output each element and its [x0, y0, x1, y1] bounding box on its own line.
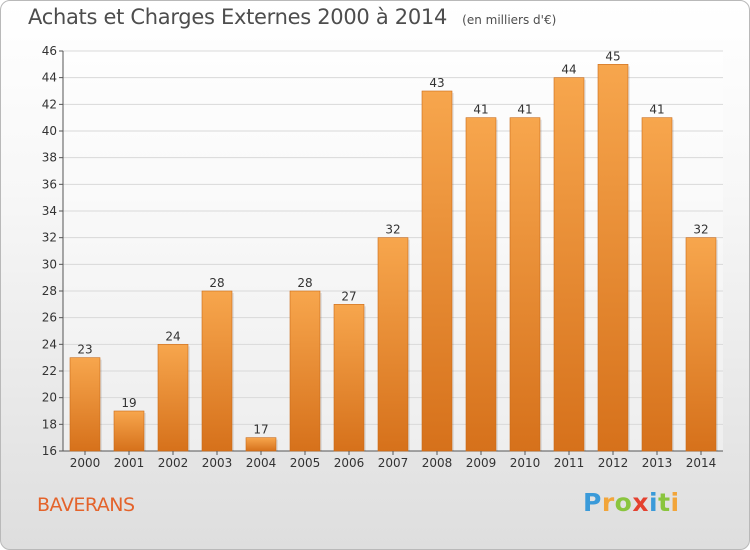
- title-unit: (en milliers d'€): [462, 13, 557, 27]
- logo-letter: x: [632, 488, 649, 517]
- y-tick-label: 36: [42, 177, 57, 191]
- chart-title: Achats et Charges Externes 2000 à 2014 (…: [28, 5, 556, 29]
- data-label: 41: [649, 103, 664, 117]
- y-tick-label: 34: [42, 204, 57, 218]
- data-label: 24: [165, 329, 180, 343]
- town-name: BAVERANS: [37, 494, 135, 516]
- bar: [641, 117, 673, 452]
- bar: [685, 237, 717, 452]
- bar: [245, 437, 277, 452]
- bar: [421, 90, 453, 452]
- x-tick-label: 2010: [510, 456, 541, 470]
- y-tick-label: 16: [42, 444, 57, 458]
- data-label: 27: [341, 289, 356, 303]
- bar: [553, 77, 585, 452]
- data-label: 44: [561, 63, 576, 77]
- data-label: 41: [473, 103, 488, 117]
- y-tick-label: 28: [42, 284, 57, 298]
- x-tick-label: 2006: [334, 456, 365, 470]
- data-label: 45: [605, 49, 620, 63]
- x-tick-label: 2003: [202, 456, 233, 470]
- data-label: 17: [253, 423, 268, 437]
- data-label: 43: [429, 76, 444, 90]
- bar: [69, 357, 101, 452]
- bar: [377, 237, 409, 452]
- y-tick-label: 44: [42, 71, 57, 85]
- y-tick-label: 24: [42, 337, 57, 351]
- data-label: 32: [385, 223, 400, 237]
- y-tick-label: 38: [42, 151, 57, 165]
- x-tick-label: 2007: [378, 456, 409, 470]
- x-tick-label: 2014: [686, 456, 717, 470]
- bar: [157, 344, 189, 452]
- y-tick-label: 22: [42, 364, 57, 378]
- logo-letter: P: [583, 488, 602, 517]
- y-tick-label: 42: [42, 97, 57, 111]
- logo-letter: i: [649, 488, 659, 517]
- bar: [333, 304, 365, 452]
- x-tick-label: 2001: [114, 456, 145, 470]
- y-tick-label: 20: [42, 391, 57, 405]
- bar: [289, 290, 321, 452]
- x-tick-label: 2012: [598, 456, 629, 470]
- bar: [509, 117, 541, 452]
- x-tick-label: 2009: [466, 456, 497, 470]
- logo-letter: r: [601, 488, 615, 517]
- y-tick-label: 40: [42, 124, 57, 138]
- x-tick-label: 2005: [290, 456, 321, 470]
- x-tick-label: 2002: [158, 456, 189, 470]
- x-tick-label: 2004: [246, 456, 277, 470]
- y-tick-label: 18: [42, 417, 57, 431]
- logo-letter: t: [658, 488, 671, 517]
- bar: [597, 64, 629, 452]
- bar: [201, 290, 233, 452]
- bar: [113, 410, 145, 452]
- data-label: 28: [209, 276, 224, 290]
- data-label: 19: [121, 396, 136, 410]
- x-tick-label: 2008: [422, 456, 453, 470]
- y-tick-label: 30: [42, 257, 57, 271]
- data-label: 28: [297, 276, 312, 290]
- y-tick-label: 32: [42, 231, 57, 245]
- x-tick-label: 2000: [70, 456, 101, 470]
- proxiti-logo: Proxiti: [583, 488, 680, 517]
- data-label: 32: [693, 223, 708, 237]
- logo-letter: i: [670, 488, 680, 517]
- y-tick-label: 26: [42, 311, 57, 325]
- bar: [465, 117, 497, 452]
- x-tick-label: 2013: [642, 456, 673, 470]
- x-tick-label: 2011: [554, 456, 585, 470]
- logo-letter: o: [614, 488, 633, 517]
- data-label: 41: [517, 103, 532, 117]
- y-tick-label: 46: [42, 44, 57, 58]
- title-text: Achats et Charges Externes 2000 à 2014: [28, 5, 448, 29]
- data-label: 23: [77, 343, 92, 357]
